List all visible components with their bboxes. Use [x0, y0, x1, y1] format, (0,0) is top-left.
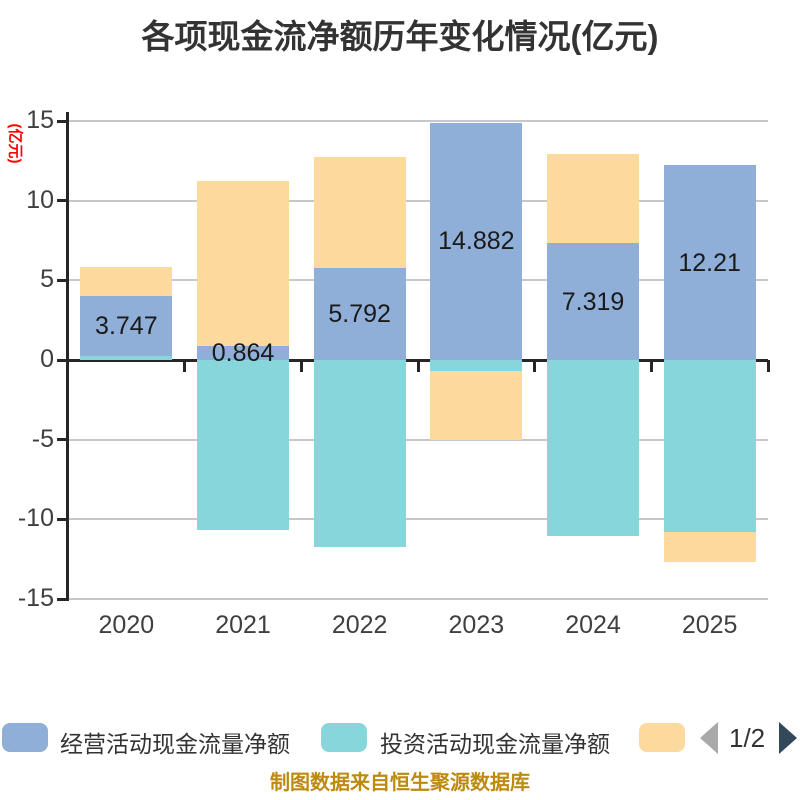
bar-segment-investing-2023[interactable]: [430, 360, 523, 372]
y-axis-tick: [57, 199, 68, 203]
bar-segment-financing-2021[interactable]: [197, 181, 289, 347]
bar-segment-operating-2020[interactable]: [80, 296, 173, 356]
legend-label-investing[interactable]: 投资活动现金流量净额: [380, 731, 610, 757]
gridline-10: [68, 199, 768, 202]
bar-value-label-2021: 0.864: [211, 339, 275, 368]
gridline-5: [68, 279, 768, 282]
bar-segment-financing-2022[interactable]: [313, 156, 406, 268]
data-source-note: 制图数据来自恒生聚源数据库: [270, 772, 530, 794]
legend-prev-page-icon[interactable]: [700, 722, 718, 754]
legend-swatch-investing[interactable]: [321, 723, 367, 752]
y-tick-label-5: 5: [40, 265, 54, 294]
x-axis-tick: [649, 360, 653, 372]
x-axis-tick: [416, 360, 420, 372]
y-axis-tick: [57, 438, 68, 442]
gridline-15: [68, 120, 768, 122]
y-axis-tick: [57, 278, 68, 282]
y-tick-label--10: -10: [17, 504, 54, 533]
y-axis-tick: [57, 119, 68, 123]
bar-segment-financing-2025[interactable]: [663, 532, 756, 563]
bar-value-label-2022: 5.792: [328, 299, 391, 328]
x-tick-label-2025: 2025: [681, 611, 738, 639]
bar-segment-investing-2022[interactable]: [313, 360, 406, 548]
bar-segment-investing-2025[interactable]: [663, 360, 756, 533]
bar-segment-financing-2023[interactable]: [430, 371, 523, 440]
bar-value-label-2025: 12.21: [678, 248, 741, 277]
y-axis-tick: [57, 517, 68, 521]
bar-segment-operating-2023[interactable]: [430, 122, 523, 360]
chart-legend: 经营活动现金流量净额 投资活动现金流量净额 1/2: [0, 716, 800, 758]
gridline--15: [68, 598, 768, 600]
legend-swatch-financing[interactable]: [639, 723, 685, 752]
x-tick-label-2022: 2022: [331, 611, 388, 639]
bar-value-label-2023: 14.882: [438, 227, 515, 256]
legend-next-page-icon[interactable]: [779, 722, 797, 754]
x-tick-label-2020: 2020: [98, 611, 155, 639]
chart-title: 各项现金流净额历年变化情况(亿元): [141, 18, 659, 55]
x-tick-label-2023: 2023: [448, 611, 505, 639]
bar-segment-financing-2020[interactable]: [80, 266, 173, 297]
y-tick-label--5: -5: [31, 424, 54, 453]
gridline--5: [68, 438, 768, 441]
legend-page-indicator: 1/2: [729, 723, 766, 753]
bar-segment-operating-2022[interactable]: [313, 267, 406, 360]
x-tick-label-2024: 2024: [565, 611, 621, 639]
x-tick-label-2021: 2021: [215, 611, 271, 639]
y-tick-label-0: 0: [40, 345, 54, 373]
x-axis-tick: [299, 360, 303, 372]
bar-segment-investing-2021[interactable]: [197, 360, 289, 531]
bar-segment-financing-2024[interactable]: [547, 153, 639, 244]
y-tick-label--15: -15: [17, 584, 54, 612]
bar-segment-investing-2024[interactable]: [547, 360, 639, 537]
bar-segment-operating-2024[interactable]: [547, 243, 639, 360]
x-axis-tick: [766, 360, 770, 372]
bar-value-label-2024: 7.319: [561, 287, 625, 316]
x-axis-tick: [533, 360, 537, 372]
legend-label-operating[interactable]: 经营活动现金流量净额: [60, 731, 290, 757]
y-axis-tick: [57, 358, 68, 362]
bar-value-label-2020: 3.747: [95, 312, 158, 341]
bar-segment-investing-2020[interactable]: [80, 356, 173, 360]
bar-segment-operating-2025[interactable]: [663, 165, 756, 360]
y-tick-label-15: 15: [26, 106, 54, 134]
bar-segment-operating-2021[interactable]: [197, 346, 289, 360]
y-tick-label-10: 10: [26, 185, 54, 214]
y-axis-tick: [57, 597, 68, 601]
gridline--10: [68, 518, 768, 521]
y-axis-line: [66, 112, 69, 601]
x-axis-tick: [183, 360, 187, 372]
legend-swatch-operating[interactable]: [2, 723, 48, 752]
